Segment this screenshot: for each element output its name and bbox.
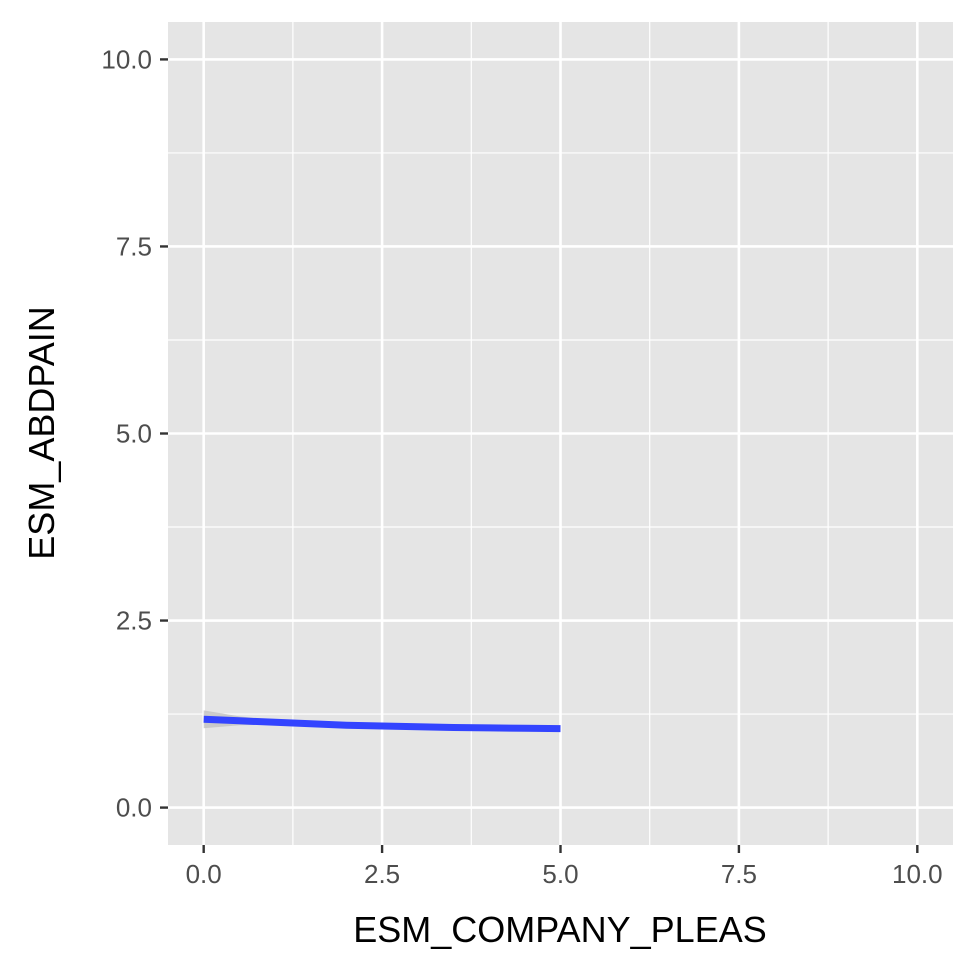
y-tick-label: 2.5	[116, 606, 152, 636]
y-axis-title: ESM_ABDPAIN	[21, 306, 62, 559]
y-tick-label: 5.0	[116, 419, 152, 449]
major-grid	[168, 22, 953, 845]
x-tick-label: 2.5	[364, 859, 400, 889]
smooth-line	[203, 715, 561, 733]
y-tick-label: 0.0	[116, 793, 152, 823]
y-tick-label: 7.5	[116, 231, 152, 261]
y-tick-label: 10.0	[101, 44, 152, 74]
series-layer	[203, 710, 561, 733]
x-axis: 0.0 2.5 5.0 7.5 10.0	[186, 845, 943, 889]
x-tick-label: 0.0	[186, 859, 222, 889]
y-axis: 0.0 2.5 5.0 7.5 10.0	[101, 44, 168, 823]
x-tick-label: 10.0	[892, 859, 943, 889]
x-tick-label: 7.5	[721, 859, 757, 889]
x-tick-label: 5.0	[542, 859, 578, 889]
x-axis-title: ESM_COMPANY_PLEAS	[353, 909, 766, 950]
